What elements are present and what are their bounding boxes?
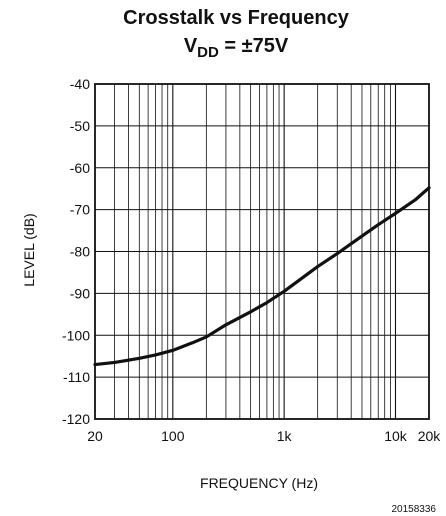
figure-id: 20158336 (392, 504, 437, 515)
grid (94, 83, 430, 420)
crosstalk-series-line (93, 186, 431, 367)
series-layer (93, 186, 431, 367)
chart-title: Crosstalk vs Frequency (123, 7, 350, 29)
subtitle-prefix: V (184, 35, 198, 57)
x-tick-label: 20 (87, 428, 103, 444)
plot-frame (94, 83, 430, 420)
y-tick-label: -60 (70, 160, 90, 176)
y-tick-label: -70 (70, 202, 90, 218)
y-tick-label: -90 (70, 285, 90, 301)
x-tick-label: 10k (384, 428, 408, 444)
subtitle-subscript: DD (197, 44, 219, 61)
y-tick-label: -80 (70, 244, 90, 260)
x-tick-label: 1k (277, 428, 293, 444)
y-axis-label: LEVEL (dB) (21, 213, 37, 286)
y-tick-label: -50 (70, 118, 90, 134)
x-axis-label: FREQUENCY (Hz) (200, 475, 318, 491)
subtitle-suffix: = ±75V (219, 35, 289, 57)
y-tick-label: -110 (63, 369, 90, 385)
chart-subtitle: VDD = ±75V (184, 35, 289, 61)
y-tick-label: -40 (70, 76, 90, 92)
y-tick-label: -100 (62, 327, 90, 343)
x-tick-label: 20k (418, 428, 442, 444)
y-tick-label: -120 (62, 411, 90, 427)
x-tick-label: 100 (161, 428, 185, 444)
